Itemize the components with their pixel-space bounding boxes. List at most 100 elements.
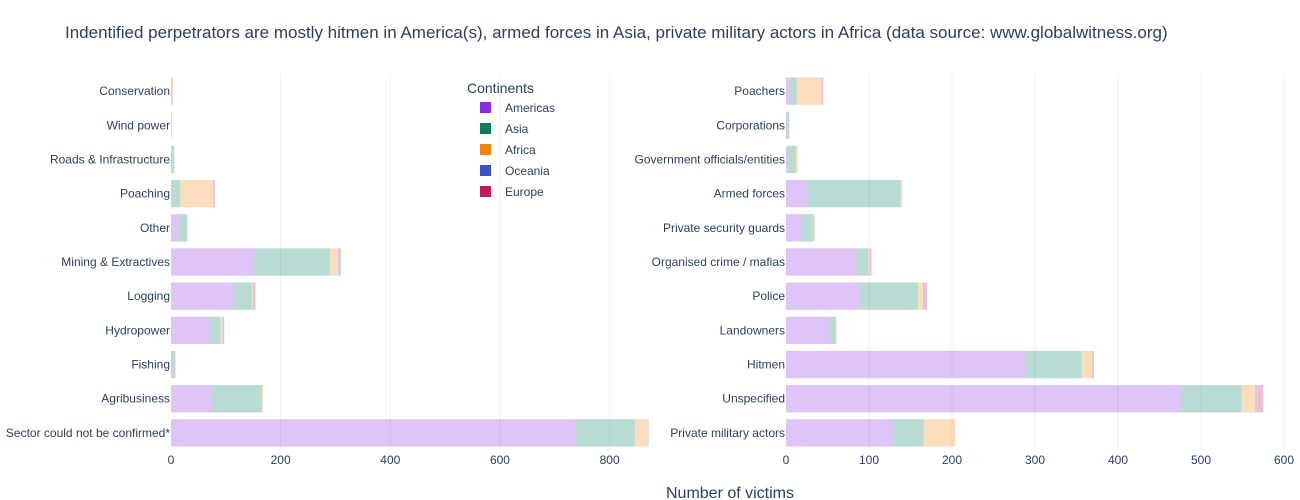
legend-item-oceania[interactable]: Oceania [505,164,550,178]
bar-hitmen-africa[interactable] [1081,350,1093,379]
bar-hitmen-asia[interactable] [1025,350,1082,379]
left-x-tick-label: 0 [168,453,175,467]
bar-police-europe[interactable] [924,282,928,310]
bar-fishing-asia[interactable] [172,350,176,379]
bar-sector-could-not-be-confirmed-asia[interactable] [575,419,635,447]
bar-armed-forces-americas[interactable] [786,179,808,208]
bar-poachers-africa[interactable] [796,77,822,105]
right-category-label: Landowners [720,323,785,337]
legend-swatch-oceania[interactable] [480,165,491,176]
bar-hitmen-americas[interactable] [786,350,1026,379]
left-category-label: Roads & Infrastructure [50,152,170,166]
bar-organised-crime-mafias-americas[interactable] [786,248,857,276]
bar-private-military-actors-asia[interactable] [893,419,924,447]
bar-conservation-asia[interactable] [171,77,173,105]
bar-organised-crime-mafias-europe[interactable] [869,248,872,276]
bar-mining-extractives-americas[interactable] [171,248,255,276]
bar-hitmen-oceania[interactable] [1092,350,1094,379]
bar-landowners-asia[interactable] [829,316,836,345]
bar-private-security-guards-americas[interactable] [786,214,802,242]
legend-swatch-americas[interactable] [480,102,491,113]
bar-hydropower-africa[interactable] [220,316,223,345]
bar-government-officials-entities-americas[interactable] [786,145,788,174]
bar-unspecified-europe[interactable] [1256,385,1264,413]
bar-sector-could-not-be-confirmed-americas[interactable] [171,419,576,447]
bar-organised-crime-mafias-asia[interactable] [856,248,869,276]
bar-agribusiness-africa[interactable] [261,385,264,413]
legend-swatch-africa[interactable] [480,144,491,155]
bar-unspecified-africa[interactable] [1241,385,1255,413]
bar-logging-americas[interactable] [171,282,235,310]
bar-armed-forces-africa[interactable] [900,179,903,208]
bar-mining-extractives-oceania[interactable] [338,248,341,276]
right-category-label: Organised crime / mafias [652,255,785,269]
bar-landowners-africa[interactable] [835,316,837,345]
left-category-label: Conservation [99,84,170,98]
bar-hydropower-americas[interactable] [171,316,211,345]
bar-private-security-guards-asia[interactable] [801,214,814,242]
right-x-tick-label: 0 [783,453,790,467]
legend-item-africa[interactable]: Africa [505,143,536,157]
legend: Continents Americas Asia Africa Oceania Euro… [467,80,555,199]
chart-title: Indentified perpetrators are mostly hitm… [65,23,1168,42]
bar-sector-could-not-be-confirmed-africa[interactable] [634,419,648,447]
bar-logging-europe[interactable] [253,282,256,310]
bar-police-africa[interactable] [917,282,923,310]
bar-logging-oceania[interactable] [252,282,254,310]
bar-roads-infrastructure-americas[interactable] [171,145,173,174]
bar-armed-forces-asia[interactable] [807,179,901,208]
bar-poaching-europe[interactable] [213,179,215,208]
bar-government-officials-entities-africa[interactable] [795,145,798,174]
bar-roads-infrastructure-asia[interactable] [172,145,175,174]
legend-item-americas[interactable]: Americas [505,101,555,115]
bar-corporations-asia[interactable] [786,111,790,139]
right-category-label: Armed forces [714,187,785,201]
bar-fishing-americas[interactable] [171,350,173,379]
bar-hydropower-asia[interactable] [210,316,221,345]
bar-poaching-americas[interactable] [171,179,173,208]
legend-item-europe[interactable]: Europe [505,185,544,199]
bar-corporations-americas[interactable] [786,111,787,139]
bar-poaching-africa[interactable] [180,179,214,208]
bar-conservation-americas[interactable] [171,77,172,105]
bar-hitmen-europe[interactable] [1093,350,1094,379]
bar-hydropower-europe[interactable] [223,316,225,345]
bar-mining-extractives-asia[interactable] [254,248,330,276]
bar-unspecified-oceania[interactable] [1254,385,1257,413]
bar-mining-extractives-africa[interactable] [330,248,339,276]
legend-swatch-europe[interactable] [480,186,491,197]
bar-police-asia[interactable] [859,282,918,310]
right-category-label: Government officials/entities [634,152,785,166]
legend-item-asia[interactable]: Asia [505,122,529,136]
bar-unspecified-asia[interactable] [1181,385,1242,413]
bar-other-asia[interactable] [178,214,188,242]
bar-organised-crime-mafias-africa[interactable] [868,248,870,276]
bar-conservation-africa[interactable] [172,77,174,105]
bar-private-security-guards-africa[interactable] [813,214,816,242]
bar-government-officials-entities-asia[interactable] [787,145,796,174]
right-x-tick-label: 300 [1025,453,1045,467]
bar-poachers-americas[interactable] [786,77,791,105]
bar-agribusiness-americas[interactable] [171,385,213,413]
bar-police-oceania[interactable] [922,282,925,310]
left-plot: 0 200 400 600 800 Sector could not be confirm… [6,74,649,467]
bar-landowners-americas[interactable] [786,316,830,345]
bar-private-military-actors-americas[interactable] [786,419,894,447]
bar-sector-could-not-be-confirmed-oceania[interactable] [648,419,649,447]
right-x-tick-label: 600 [1274,453,1294,467]
bar-unspecified-americas[interactable] [786,385,1182,413]
bar-logging-africa[interactable] [251,282,253,310]
bar-logging-asia[interactable] [234,282,252,310]
left-x-tick-label: 400 [380,453,400,467]
bar-police-americas[interactable] [786,282,860,310]
bar-poachers-asia[interactable] [790,77,797,105]
bar-agribusiness-asia[interactable] [212,385,262,413]
legend-swatch-asia[interactable] [480,123,491,134]
bar-wind-power-americas[interactable] [171,111,172,139]
bar-private-military-actors-africa[interactable] [923,419,956,447]
bar-poaching-asia[interactable] [172,179,181,208]
bar-poachers-europe[interactable] [821,77,824,105]
right-category-label: Police [752,289,785,303]
bar-other-americas[interactable] [171,214,179,242]
bar-hydropower-oceania[interactable] [222,316,224,345]
